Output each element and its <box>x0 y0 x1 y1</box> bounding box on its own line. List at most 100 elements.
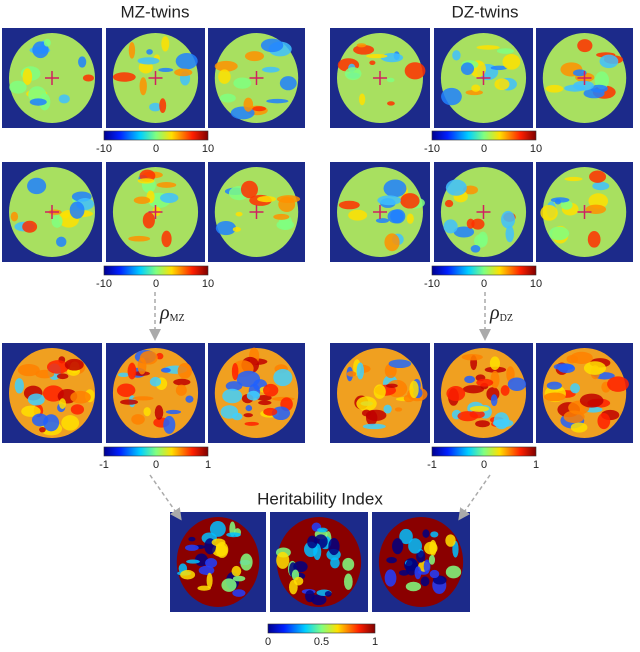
symbol: ρ <box>489 302 500 324</box>
blob <box>146 49 153 55</box>
blob <box>494 78 510 91</box>
blob <box>244 421 259 426</box>
blob <box>64 358 84 371</box>
blob <box>353 44 375 55</box>
colorbar-tick-label: 10 <box>530 143 542 155</box>
blob <box>502 53 521 70</box>
blob <box>505 225 515 243</box>
blob <box>386 556 397 564</box>
blob <box>398 569 410 576</box>
blob <box>573 80 594 91</box>
blob <box>316 527 328 533</box>
blob <box>257 196 277 203</box>
colorbar-tick-label: 0.5 <box>314 636 329 648</box>
blob <box>219 93 236 103</box>
blob <box>550 197 570 203</box>
blob <box>373 384 386 399</box>
blob <box>293 576 304 586</box>
blob <box>424 541 438 555</box>
blob <box>163 415 176 434</box>
blob <box>492 419 514 428</box>
blob <box>471 84 481 92</box>
blob <box>330 557 340 569</box>
blob <box>209 521 226 537</box>
blob <box>356 43 367 48</box>
colorbar <box>267 623 376 634</box>
blob <box>156 352 164 360</box>
blob <box>305 590 315 603</box>
blob <box>432 575 447 585</box>
blob <box>225 381 243 391</box>
blob <box>273 368 293 387</box>
colorbar <box>103 265 209 276</box>
blob <box>592 181 610 191</box>
colorbar-tick-label: 1 <box>533 459 539 471</box>
blob <box>471 218 485 230</box>
blob <box>278 196 296 213</box>
blob <box>414 566 422 580</box>
blob <box>43 38 51 47</box>
blob <box>188 536 196 542</box>
blob <box>175 52 198 70</box>
blob <box>58 94 70 104</box>
blob <box>22 68 33 85</box>
blob <box>173 378 191 386</box>
symbol: ρ <box>159 302 170 324</box>
blob <box>579 393 604 408</box>
group-title: MZ-twins <box>121 2 190 21</box>
blob <box>214 60 238 72</box>
arrow <box>458 474 491 521</box>
blob <box>464 375 476 384</box>
blob <box>548 226 570 241</box>
blob <box>490 394 498 407</box>
blob <box>384 569 397 587</box>
blob <box>236 370 261 388</box>
blob <box>161 36 170 52</box>
blob <box>154 405 164 420</box>
colorbar-tick-label: 10 <box>530 278 542 290</box>
blob <box>59 398 67 409</box>
blob <box>245 405 253 412</box>
blob <box>185 395 194 403</box>
blob <box>128 42 136 59</box>
colorbar-tick-label: -10 <box>424 143 440 155</box>
blob <box>462 385 485 394</box>
blob <box>29 98 47 106</box>
blob <box>359 93 366 106</box>
blob <box>266 98 289 104</box>
arrow <box>149 474 182 521</box>
blob <box>258 400 272 406</box>
blob <box>221 578 237 592</box>
blob <box>409 380 419 399</box>
blob <box>160 192 179 203</box>
subscript: MZ <box>170 313 185 324</box>
colorbar-tick-label: 1 <box>372 636 378 648</box>
blob <box>279 76 297 91</box>
blob <box>460 62 475 75</box>
colorbar <box>103 130 209 141</box>
blob <box>423 559 431 574</box>
blob <box>256 395 272 401</box>
blob <box>233 77 252 89</box>
blob <box>132 396 154 401</box>
blob <box>246 390 260 401</box>
blob <box>220 405 239 419</box>
blob <box>452 50 461 61</box>
blob <box>457 411 479 422</box>
blob <box>583 88 605 99</box>
blob <box>453 226 475 238</box>
blob <box>222 388 243 404</box>
blob <box>293 561 308 573</box>
blob <box>489 356 500 371</box>
blob <box>307 535 318 549</box>
blob <box>404 62 426 80</box>
blob <box>158 67 174 72</box>
blob <box>263 383 279 397</box>
blob <box>231 565 242 577</box>
blob <box>366 53 388 59</box>
blob <box>324 591 332 597</box>
blob <box>577 39 593 53</box>
blob <box>387 101 395 106</box>
blob <box>142 212 155 229</box>
